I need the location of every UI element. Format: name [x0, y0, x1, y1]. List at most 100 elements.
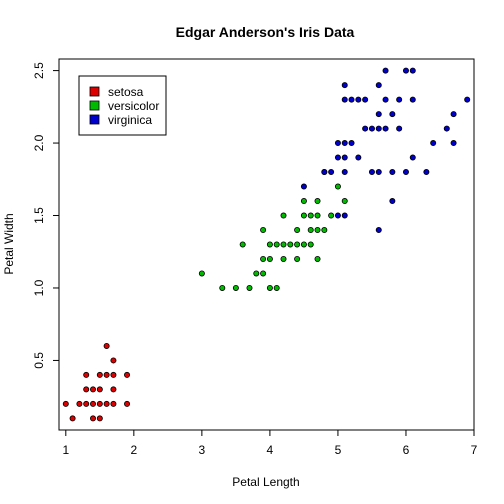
- data-point: [96, 371, 103, 378]
- data-point: [355, 96, 362, 103]
- data-point: [90, 386, 97, 393]
- data-point: [246, 284, 253, 291]
- x-tick-label: 3: [199, 443, 206, 457]
- data-point: [110, 400, 117, 407]
- data-point: [83, 386, 90, 393]
- data-point: [341, 198, 348, 205]
- data-point: [334, 140, 341, 147]
- data-point: [96, 386, 103, 393]
- data-point: [334, 154, 341, 161]
- data-point: [124, 371, 131, 378]
- data-point: [219, 284, 226, 291]
- data-point: [294, 241, 301, 248]
- legend-swatch: [89, 100, 100, 111]
- data-point: [341, 140, 348, 147]
- data-point: [368, 169, 375, 176]
- x-tick-label: 4: [267, 443, 274, 457]
- data-point: [389, 169, 396, 176]
- series-virginica: [300, 67, 471, 234]
- data-point: [103, 400, 110, 407]
- data-point: [280, 255, 287, 262]
- data-point: [334, 212, 341, 219]
- legend-swatch: [89, 114, 100, 125]
- series-versicolor: [198, 169, 348, 291]
- data-point: [287, 241, 294, 248]
- data-point: [355, 154, 362, 161]
- data-point: [273, 241, 280, 248]
- y-axis-label: Petal Width: [2, 213, 16, 274]
- legend-swatch: [89, 86, 100, 97]
- data-point: [110, 357, 117, 364]
- data-point: [382, 96, 389, 103]
- data-point: [266, 255, 273, 262]
- data-point: [375, 227, 382, 234]
- y-tick-label: 2.0: [32, 134, 46, 151]
- data-point: [341, 82, 348, 89]
- data-point: [62, 400, 69, 407]
- x-axis: 1 2 3 4 5 6 7: [62, 429, 478, 457]
- data-point: [328, 212, 335, 219]
- series-setosa: [62, 342, 131, 422]
- legend-label: setosa: [108, 85, 144, 99]
- data-point: [124, 400, 131, 407]
- data-point: [300, 183, 307, 190]
- data-point: [341, 96, 348, 103]
- x-tick-label: 7: [471, 443, 478, 457]
- y-axis: 0.5 1.0 1.5 2.0 2.5: [32, 62, 60, 369]
- data-point: [96, 400, 103, 407]
- data-point: [321, 227, 328, 234]
- data-point: [300, 212, 307, 219]
- data-point: [103, 371, 110, 378]
- data-point: [389, 111, 396, 118]
- data-point: [382, 67, 389, 74]
- data-point: [307, 241, 314, 248]
- data-point: [464, 96, 471, 103]
- data-point: [232, 284, 239, 291]
- data-point: [409, 67, 416, 74]
- data-point: [389, 198, 396, 205]
- data-point: [266, 284, 273, 291]
- y-tick-label: 1.0: [32, 279, 46, 296]
- x-tick-label: 6: [403, 443, 410, 457]
- data-point: [69, 415, 76, 422]
- data-point: [409, 96, 416, 103]
- data-point: [334, 183, 341, 190]
- data-point: [253, 270, 260, 277]
- data-point: [260, 227, 267, 234]
- data-point: [314, 255, 321, 262]
- x-tick-label: 1: [62, 443, 69, 457]
- data-point: [260, 270, 267, 277]
- data-point: [273, 284, 280, 291]
- data-point: [402, 169, 409, 176]
- data-point: [314, 212, 321, 219]
- data-point: [280, 212, 287, 219]
- data-point: [110, 371, 117, 378]
- data-point: [307, 227, 314, 234]
- legend-label: versicolor: [108, 99, 159, 113]
- data-point: [76, 400, 83, 407]
- data-point: [96, 415, 103, 422]
- data-point: [307, 212, 314, 219]
- data-point: [103, 342, 110, 349]
- data-point: [294, 255, 301, 262]
- data-point: [396, 96, 403, 103]
- data-point: [430, 140, 437, 147]
- data-point: [375, 111, 382, 118]
- y-tick-label: 1.5: [32, 207, 46, 224]
- data-point: [280, 241, 287, 248]
- data-point: [375, 169, 382, 176]
- data-point: [362, 125, 369, 132]
- data-point: [266, 241, 273, 248]
- x-tick-label: 2: [130, 443, 137, 457]
- x-axis-label: Petal Length: [232, 475, 299, 489]
- data-point: [375, 82, 382, 89]
- data-point: [90, 400, 97, 407]
- data-point: [90, 415, 97, 422]
- data-point: [341, 154, 348, 161]
- data-point: [198, 270, 205, 277]
- data-point: [328, 169, 335, 176]
- data-point: [450, 111, 457, 118]
- legend-label: virginica: [108, 113, 152, 127]
- data-point: [110, 386, 117, 393]
